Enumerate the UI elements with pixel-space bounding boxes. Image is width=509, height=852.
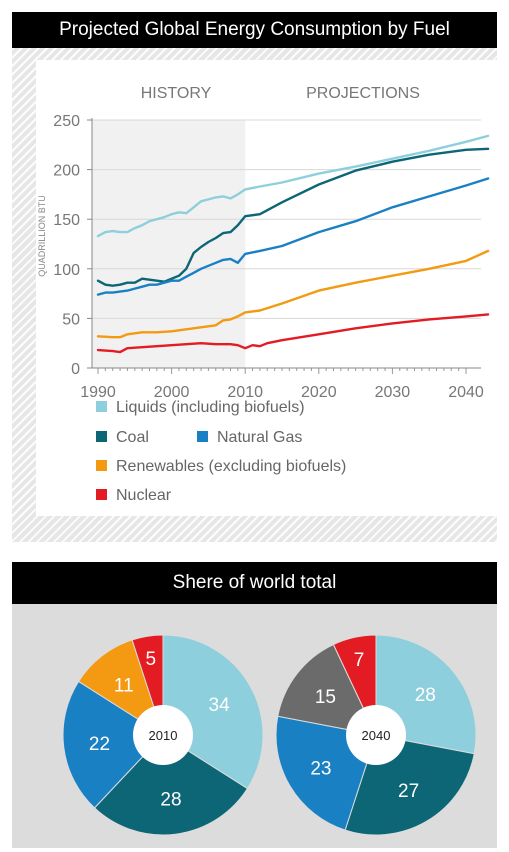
legend-label-renewables: Renewables (excluding biofuels) (116, 458, 346, 475)
y-tick-label: 50 (62, 311, 80, 328)
pie-slice-other (277, 643, 377, 736)
history-shade (92, 120, 246, 368)
series-line-liquids (96, 134, 490, 238)
legend-swatch-nuclear (96, 489, 107, 500)
chart-title: Projected Global Energy Consumption by F… (12, 12, 497, 48)
pie-slice-label: 11 (114, 675, 134, 696)
pie-slice-label: 22 (89, 734, 110, 755)
series-line-natural-gas (96, 177, 490, 296)
y-tick-label: 0 (71, 361, 80, 378)
pie-center-circle (133, 705, 193, 765)
legend-swatch-liquids (96, 401, 107, 412)
history-label: HISTORY (141, 85, 212, 102)
x-tick-label: 2020 (301, 384, 337, 401)
y-tick-label: 250 (53, 113, 80, 130)
pie-center-circle (346, 705, 406, 765)
pie-center-label: 2040 (362, 728, 391, 743)
legend-label-coal: Coal (116, 429, 149, 446)
legend-swatch-coal (96, 431, 107, 442)
pie-slice-renewables (77, 639, 164, 737)
x-tick-label: 2040 (448, 384, 484, 401)
x-tick-label: 1990 (80, 384, 116, 401)
pie-slice-label: 15 (315, 687, 336, 708)
y-axis-label: QUADRILLION BTU (37, 195, 47, 277)
y-tick-label: 150 (53, 212, 80, 229)
series-line-renewables (96, 249, 490, 339)
y-tick-label: 200 (53, 163, 80, 180)
pie-slice-coal (93, 734, 249, 836)
x-tick-label: 2010 (227, 384, 263, 401)
pie-slice-label: 7 (354, 650, 365, 671)
legend-swatch-renewables (96, 460, 107, 471)
series-line-nuclear (96, 313, 490, 354)
pie-center-label: 2010 (149, 728, 178, 743)
x-tick-label: 2000 (154, 384, 190, 401)
legend-label-nuclear: Nuclear (116, 487, 172, 504)
y-tick-label: 100 (53, 262, 80, 279)
share-title: Shere of world total (12, 562, 497, 604)
legend-label-liquids: Liquids (including biofuels) (116, 399, 305, 416)
pie-slice-label: 28 (415, 685, 436, 706)
pie-slice-label: 28 (160, 790, 181, 811)
pie-slice-label: 27 (398, 781, 419, 802)
series-line-coal (96, 147, 490, 287)
pie-slice-label: 23 (310, 759, 331, 780)
line-chart: 0 50 100 150 200 250 1990 2000 2010 2020 2030 2040 Q… (37, 85, 490, 504)
pie-slice-natural-gas (62, 680, 164, 809)
pie-slice-label: 5 (146, 649, 157, 670)
pie-slice-label: 34 (209, 695, 231, 716)
legend-label-natural-gas: Natural Gas (217, 429, 302, 446)
x-tick-label: 2030 (375, 384, 411, 401)
legend-swatch-natural-gas (197, 431, 208, 442)
projections-label: PROJECTIONS (306, 85, 420, 102)
